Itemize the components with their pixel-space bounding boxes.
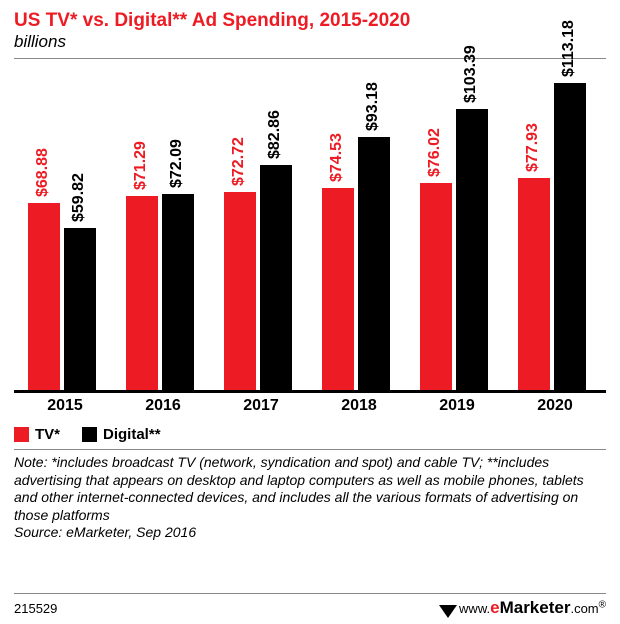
value-label: $113.18 [560,20,578,77]
legend: TV* Digital** [14,426,606,443]
bar-group: $71.29 $72.09 [114,65,212,390]
bar-group: $76.02$103.39 [408,65,506,390]
chart-area: $68.88 $59.82 $71.29 $72.09 $72.72 $82.86 $74.… [14,58,606,418]
legend-label: Digital** [103,426,161,443]
bar-tv [28,203,60,390]
legend-item: TV* [14,426,60,443]
chart-note: Note: *includes broadcast TV (network, s… [14,449,606,542]
value-label: $103.39 [462,45,480,103]
x-axis-label: 2017 [212,397,310,415]
x-axis-label: 2018 [310,397,408,415]
footer-site-prefix: www. [459,601,490,616]
bar-digital [162,194,194,390]
footer-site-e: e [490,598,499,617]
footer-logo: www.eMarketer.com® [439,598,606,618]
chart-title: US TV* vs. Digital** Ad Spending, 2015-2… [0,0,620,32]
legend-swatch [14,427,29,442]
x-axis-label: 2015 [16,397,114,415]
bar-digital [64,228,96,391]
footer: 215529 www.eMarketer.com® [14,593,606,618]
bar-group: $74.53 $93.18 [310,65,408,390]
bar-tv [322,188,354,390]
value-label: $93.18 [364,82,382,131]
bar-tv [126,196,158,390]
legend-label: TV* [35,426,60,443]
value-label: $59.82 [70,173,88,222]
value-label: $72.72 [230,138,248,187]
legend-item: Digital** [82,426,161,443]
footer-id: 215529 [14,601,57,616]
bar-group: $68.88 $59.82 [16,65,114,390]
bar-digital [456,109,488,390]
bar-digital [260,165,292,390]
x-axis-label: 2020 [506,397,604,415]
footer-site-suffix: .com [570,601,598,616]
value-label: $68.88 [34,148,52,197]
x-axis-label: 2016 [114,397,212,415]
bar-group: $77.93$113.18 [506,65,604,390]
value-label: $77.93 [524,123,542,172]
footer-site-rest: Marketer [500,598,571,617]
chart-subtitle: billions [0,32,620,58]
bar-tv [224,192,256,390]
x-axis: 201520162017201820192020 [14,390,606,418]
chart-container: US TV* vs. Digital** Ad Spending, 2015-2… [0,0,620,624]
bar-tv [420,183,452,390]
registered-icon: ® [599,600,606,611]
value-label: $76.02 [426,129,444,178]
value-label: $82.86 [266,110,284,159]
bar-digital [358,137,390,390]
value-label: $74.53 [328,133,346,182]
legend-swatch [82,427,97,442]
x-axis-label: 2019 [408,397,506,415]
value-label: $71.29 [132,141,150,190]
value-label: $72.09 [168,139,186,188]
chart-plot: $68.88 $59.82 $71.29 $72.09 $72.72 $82.86 $74.… [14,65,606,390]
bar-tv [518,178,550,390]
triangle-icon [439,605,457,618]
bar-group: $72.72 $82.86 [212,65,310,390]
bar-digital [554,83,586,390]
